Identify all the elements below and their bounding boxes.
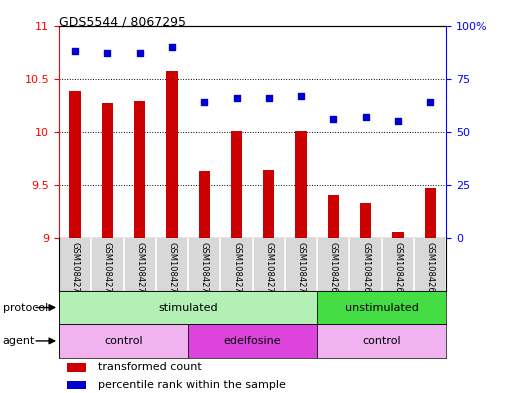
- Point: [232, 95, 241, 101]
- Text: unstimulated: unstimulated: [345, 303, 419, 312]
- Text: GSM1084276: GSM1084276: [200, 242, 209, 298]
- Bar: [102, 103, 113, 238]
- Point: [168, 44, 176, 50]
- Text: GSM1084272: GSM1084272: [71, 242, 80, 298]
- Bar: [295, 130, 307, 238]
- Point: [135, 50, 144, 56]
- Text: transformed count: transformed count: [98, 362, 202, 372]
- Bar: [67, 380, 86, 389]
- Text: GSM1084273: GSM1084273: [103, 242, 112, 298]
- Text: GSM1084279: GSM1084279: [297, 242, 306, 298]
- Point: [103, 50, 111, 56]
- Point: [265, 95, 273, 101]
- Text: GSM1084263: GSM1084263: [426, 242, 435, 298]
- Text: percentile rank within the sample: percentile rank within the sample: [98, 380, 286, 390]
- Bar: [328, 195, 339, 238]
- Bar: [69, 91, 81, 238]
- Bar: [425, 188, 436, 238]
- Text: agent: agent: [3, 336, 35, 346]
- Bar: [166, 71, 177, 238]
- Bar: [231, 130, 242, 238]
- Bar: [392, 232, 404, 238]
- Point: [362, 114, 370, 120]
- Text: GSM1084274: GSM1084274: [135, 242, 144, 298]
- Text: stimulated: stimulated: [159, 303, 218, 312]
- Point: [329, 116, 338, 122]
- Point: [426, 99, 435, 105]
- Text: control: control: [104, 336, 143, 346]
- Bar: [317, 291, 446, 324]
- Bar: [199, 171, 210, 238]
- Point: [394, 118, 402, 124]
- Point: [71, 48, 79, 54]
- Bar: [263, 170, 274, 238]
- Bar: [360, 203, 371, 238]
- Text: GSM1084277: GSM1084277: [232, 242, 241, 298]
- Text: GSM1084275: GSM1084275: [167, 242, 176, 298]
- Text: GSM1084278: GSM1084278: [264, 242, 273, 298]
- Bar: [317, 324, 446, 358]
- Bar: [67, 363, 86, 372]
- Text: GSM1084262: GSM1084262: [393, 242, 402, 298]
- Bar: [134, 101, 145, 238]
- Text: GSM1084261: GSM1084261: [361, 242, 370, 298]
- Bar: [59, 324, 188, 358]
- Text: control: control: [363, 336, 401, 346]
- Text: protocol: protocol: [3, 303, 48, 312]
- Bar: [59, 291, 317, 324]
- Text: GDS5544 / 8067295: GDS5544 / 8067295: [59, 16, 186, 29]
- Point: [200, 99, 208, 105]
- Text: GSM1084260: GSM1084260: [329, 242, 338, 298]
- Text: edelfosine: edelfosine: [224, 336, 282, 346]
- Bar: [188, 324, 317, 358]
- Point: [297, 92, 305, 99]
